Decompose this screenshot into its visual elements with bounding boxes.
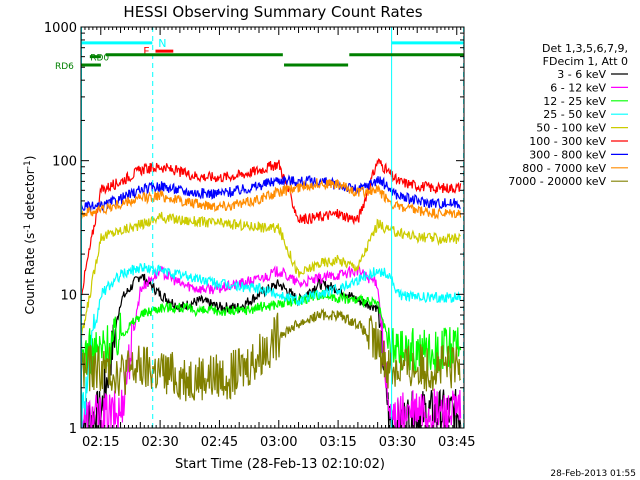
series-line-7 (81, 174, 461, 213)
y-label-mid: detector (23, 169, 37, 224)
series-line-6 (81, 158, 462, 296)
flag-label-n: N (158, 37, 166, 50)
x-axis-label: Start Time (28-Feb-13 02:10:02) (175, 457, 385, 472)
series-line-8 (81, 178, 462, 221)
legend-header-1: Det 1,3,5,6,7,9, (542, 42, 628, 55)
timestamp: 28-Feb-2013 01:55 (550, 469, 636, 479)
series-line-3 (81, 290, 462, 375)
legend-entry-1: 3 - 6 keV (557, 68, 606, 81)
x-tick-label-7: 03:45 (438, 435, 475, 450)
legend-entry-7: 300 - 800 keV (529, 148, 606, 161)
legend-entry-2: 6 - 12 keV (550, 81, 606, 94)
legend: Det 1,3,5,6,7,9,FDecim 1, Att 03 - 6 keV… (508, 42, 628, 188)
y-axis-label: Count Rate (s-1 detector-1) (23, 156, 37, 315)
series-group (81, 158, 462, 428)
legend-header-2: FDecim 1, Att 0 (543, 55, 628, 68)
y-tick-label-4: 1000 (44, 21, 77, 36)
flag-label-f: F (143, 45, 149, 58)
series-line-9 (81, 307, 462, 402)
x-tick-label-3: 02:45 (201, 435, 238, 450)
chart-title: HESSI Observing Summary Count Rates (123, 3, 422, 21)
y-tick-label-2: 10 (60, 288, 77, 303)
y-tick-label-1: 1 (69, 422, 77, 437)
x-tick-label-6: 03:30 (379, 435, 416, 450)
y-label-end: ) (23, 156, 37, 161)
y-tick-label-3: 100 (52, 155, 77, 170)
legend-entry-8: 800 - 7000 keV (522, 162, 606, 175)
x-tick-label-2: 02:30 (141, 435, 178, 450)
svg-text:Count Rate (s-1 detector-1): Count Rate (s-1 detector-1) (23, 156, 37, 315)
x-tick-label-5: 03:15 (319, 435, 356, 450)
flag-label-rd6: RD6 (55, 62, 74, 72)
y-label-main: Count Rate (s (23, 233, 37, 315)
axes-frame (80, 26, 465, 429)
legend-entry-9: 7000 - 20000 keV (508, 175, 606, 188)
legend-entry-6: 100 - 300 keV (529, 135, 606, 148)
legend-entry-5: 50 - 100 keV (536, 122, 606, 135)
y-label-exp1: -1 (23, 224, 33, 233)
legend-entry-3: 12 - 25 keV (543, 95, 606, 108)
series-line-5 (81, 211, 461, 347)
y-label-exp2: -1 (23, 160, 33, 169)
series-line-4 (81, 262, 462, 428)
flag-label-rd0: RD0 (90, 54, 109, 64)
flag-bars: NF RD6 RD0 (55, 37, 464, 72)
plot-area (81, 27, 465, 428)
x-tick-label-1: 02:15 (82, 435, 119, 450)
legend-entry-4: 25 - 50 keV (543, 108, 606, 121)
axes: 1 10 100 1000 02:15 02:30 02:45 03:00 03:15 03:30… (44, 21, 476, 450)
x-tick-label-4: 03:00 (260, 435, 297, 450)
